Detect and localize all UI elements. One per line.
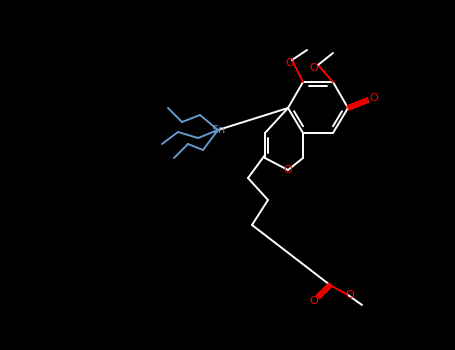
Text: O: O [309,296,318,306]
Text: O: O [369,93,379,103]
Text: Sn: Sn [211,125,225,135]
Text: O: O [346,290,354,300]
Text: O: O [283,165,293,175]
Text: O: O [286,58,294,68]
Text: O: O [309,63,318,73]
